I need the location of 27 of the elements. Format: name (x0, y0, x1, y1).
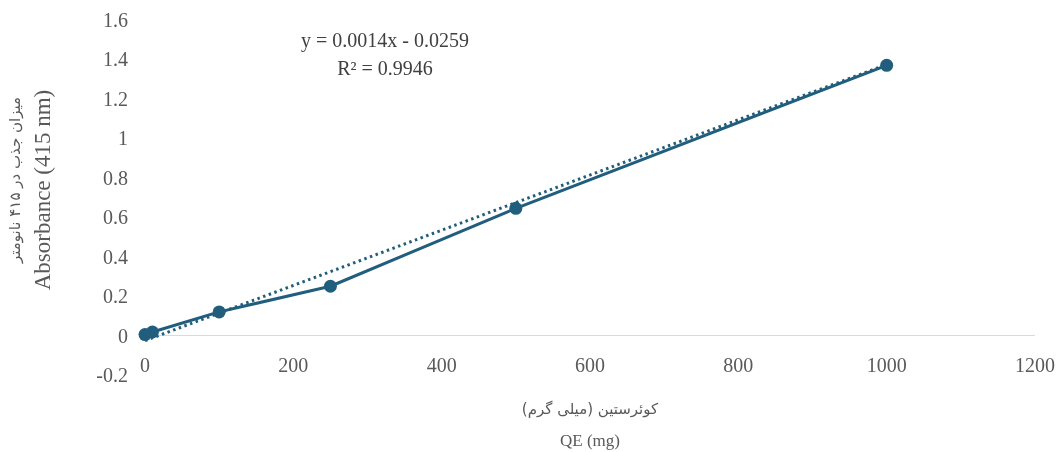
x-tick-label: 400 (426, 354, 457, 376)
y-axis-title: میزان جذب در ۴۱۵ نانومتر (6, 97, 24, 264)
text: Absorbance (415 nm) (30, 89, 55, 291)
y-tick-label: 0.6 (103, 206, 128, 229)
x-tick-label: 1200 (1015, 354, 1055, 376)
y-tick-label: 0.2 (103, 285, 128, 308)
x-tick-label: 800 (723, 354, 754, 376)
y-tick-label: 1.6 (103, 9, 128, 31)
y-tick-label: 1.4 (103, 48, 128, 71)
x-tick-label: 1000 (866, 354, 907, 376)
x-tick-label: 0 (140, 354, 150, 376)
point (509, 201, 523, 215)
x-tick-label: 200 (278, 354, 309, 376)
annotation: y = 0.0014x - 0.0259 (301, 29, 469, 52)
y-tick-label: 1.2 (103, 87, 128, 110)
y-tick-label: -0.2 (96, 364, 128, 386)
annotation: R² = 0.9946 (337, 57, 433, 79)
y-tick-label: 1 (118, 127, 128, 150)
y-tick-label: 0.8 (103, 166, 128, 189)
point (323, 279, 337, 293)
text: QE (mg) (560, 431, 620, 450)
x-axis-title: کوئرستین (میلی گرم) (521, 400, 660, 418)
point (880, 58, 894, 72)
point (145, 325, 159, 339)
y-tick-label: 0 (118, 324, 128, 347)
x-tick-label: 600 (575, 354, 605, 376)
y-tick-label: 0.4 (103, 245, 128, 268)
